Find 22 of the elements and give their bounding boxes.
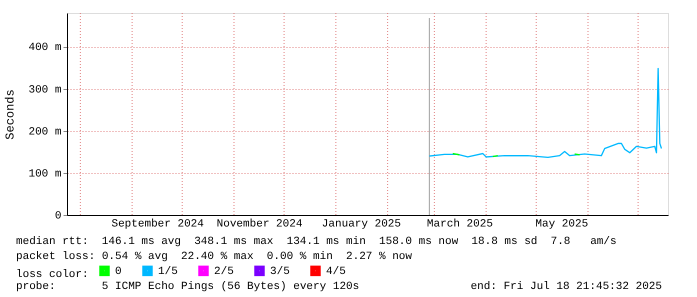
legend-label: 3/5 — [270, 266, 290, 278]
y-tick-label: 200 m — [28, 126, 62, 138]
x-tick-label: November 2024 — [216, 218, 303, 230]
legend-label: 2/5 — [214, 266, 234, 278]
y-tick-label: 100 m — [28, 168, 62, 180]
y-tick-label: 300 m — [28, 84, 62, 96]
x-tick-label: March 2025 — [426, 218, 493, 230]
text: packet loss: 0.54 % avg 22.40 % max 0.00 % min 2.27 % now — [16, 251, 412, 263]
text: median rtt: 146.1 ms avg 348.1 ms max 134.1 ms min 158.0 ms now 18.8 ms sd 7.8 am/s — [16, 236, 617, 248]
line-series — [428, 68, 662, 158]
x-tick-label: January 2025 — [322, 218, 402, 230]
y-tick-label: 400 m — [28, 42, 62, 54]
x-tick-label: September 2024 — [111, 218, 204, 230]
text: probe: 5 ICMP Echo Pings (56 Bytes) every 120s — [16, 281, 360, 293]
x-tick-label: May 2025 — [535, 218, 588, 230]
text: end: Fri Jul 18 21:45:32 2025 — [470, 281, 662, 293]
legend-label: 4/5 — [326, 266, 346, 278]
legend-label: 1/5 — [158, 266, 178, 278]
y-tick-label: 0 — [54, 210, 62, 222]
y-axis-title: Seconds — [3, 89, 18, 140]
legend-label: 0 — [115, 266, 122, 278]
legend-title: loss color: — [16, 269, 89, 281]
